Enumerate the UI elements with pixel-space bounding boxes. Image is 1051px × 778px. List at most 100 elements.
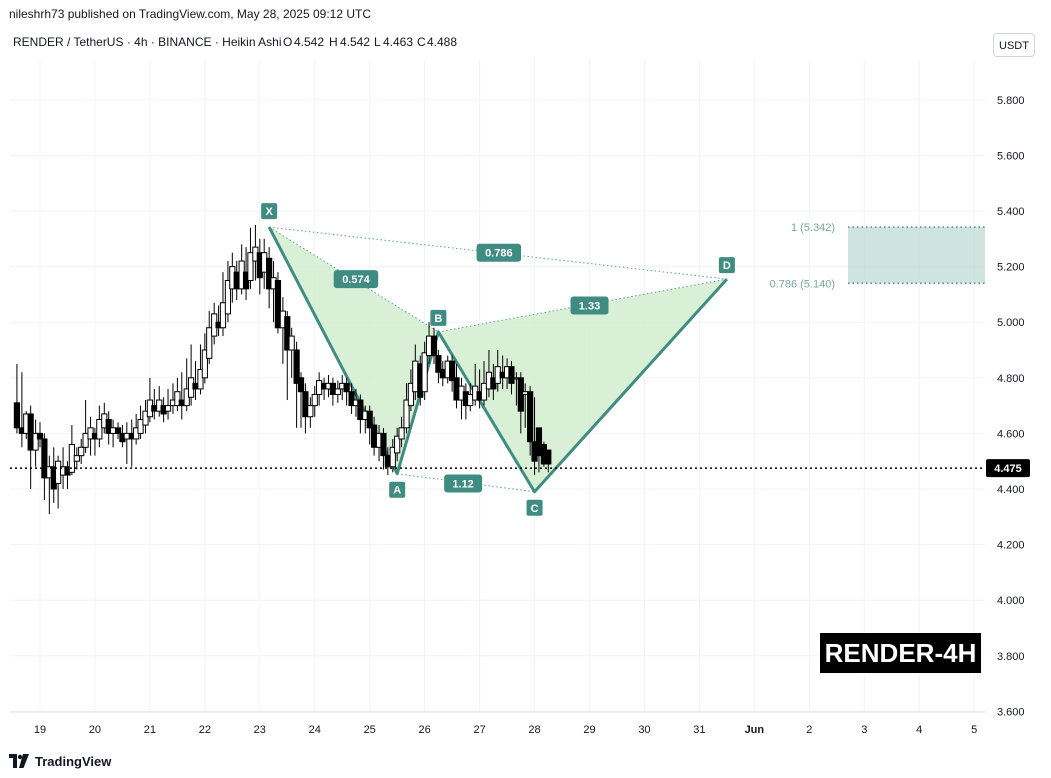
publisher-line: nileshrh73 published on TradingView.com,… [9, 7, 371, 21]
candle-body [151, 405, 158, 412]
candle-body [535, 427, 543, 457]
ohlc-low-label: L [374, 35, 381, 49]
candle-body [197, 368, 204, 390]
symbol-watermark: RENDER-4H [820, 633, 981, 673]
candle-body [178, 399, 185, 407]
time-tick-label: 2 [806, 724, 812, 736]
candle-body [348, 391, 355, 407]
price-axis[interactable]: 3.600 3.800 4.000 4.200 4.400 4.600 4.800 5.000… [997, 95, 1025, 719]
candle-body [293, 349, 300, 384]
candle-body [334, 388, 341, 395]
candle-body [32, 432, 39, 451]
candle-body [13, 402, 21, 429]
xab-triangle [269, 227, 439, 474]
time-tick-label: 19 [34, 724, 46, 736]
candle [380, 427, 387, 470]
candle [206, 311, 213, 364]
time-tick-label: 26 [419, 724, 431, 736]
symbol-legend: RENDER / TetherUS · 4h · BINANCE · Heiki… [13, 35, 457, 49]
candle-body [480, 382, 488, 401]
candle [398, 416, 405, 448]
candle [545, 449, 552, 473]
ohlc-high-label: H [329, 35, 338, 49]
candle-body [394, 435, 401, 454]
candle [343, 377, 350, 406]
candle [307, 397, 314, 428]
candle-body [247, 252, 254, 281]
ratio-label: 1.33 [579, 301, 600, 313]
target-zone-upper-label: 1 (5.342) [791, 222, 835, 234]
candle [297, 372, 305, 428]
pattern-point-label: X [265, 206, 273, 218]
candle [261, 238, 268, 289]
candle-body [284, 316, 291, 351]
candle-body [316, 380, 323, 395]
bcd-triangle [438, 279, 727, 492]
candle [508, 361, 515, 395]
candle-body [142, 410, 149, 426]
candle-body [467, 393, 474, 407]
time-tick-label: 30 [638, 724, 650, 736]
time-tick-label: 24 [309, 724, 321, 736]
ratio-label: 0.786 [485, 248, 513, 260]
tradingview-wordmark: TradingView [35, 753, 112, 769]
price-tick-label: 4.800 [997, 373, 1025, 385]
candle-body [407, 382, 415, 407]
price-tick-label: 5.400 [997, 206, 1025, 218]
candle-body [201, 349, 208, 379]
candle-body [384, 455, 391, 468]
pattern-point-badge [430, 309, 447, 326]
candle [197, 344, 204, 395]
bd-ratio-line [438, 278, 727, 333]
xb-ratio-line [268, 226, 439, 333]
current-price-value: 4.475 [994, 463, 1022, 475]
candle-body [55, 460, 62, 484]
pattern-point-badge [718, 257, 735, 274]
candle [430, 327, 438, 364]
time-tick-label: 27 [473, 724, 485, 736]
time-tick-label: 5 [971, 724, 977, 736]
candle [421, 341, 428, 401]
tradingview-brand[interactable]: TradingView [9, 752, 111, 770]
candle-body [435, 355, 442, 373]
candle [142, 400, 149, 434]
price-tick-label: 4.000 [997, 595, 1025, 607]
candle-body [123, 432, 130, 440]
candle [55, 455, 62, 509]
target-zone-box [848, 227, 985, 284]
candle [357, 394, 364, 434]
candle-body [224, 280, 232, 315]
ohlc-low: 4.463 [383, 35, 413, 49]
time-axis[interactable]: 19 20 21 22 23 24 25 26 27 28 29 30 31 Jun 2 3 4 5 [34, 724, 977, 736]
price-tick-label: 3.800 [997, 651, 1025, 663]
candle-body [114, 427, 122, 434]
candle [96, 405, 103, 448]
candle-body [297, 377, 305, 393]
price-tick-label: 4.400 [997, 484, 1025, 496]
chart-grid [10, 60, 985, 713]
candle-body [41, 438, 48, 479]
time-tick-label: 23 [254, 724, 266, 736]
candle-body [366, 410, 373, 429]
candle [274, 272, 282, 334]
currency-button[interactable]: USDT [993, 33, 1035, 57]
candle [266, 247, 273, 309]
candle [334, 380, 341, 403]
candle-body [430, 335, 438, 357]
price-tick-label: 5.800 [997, 95, 1025, 107]
candle-body [302, 391, 309, 418]
time-tick-label: 4 [916, 724, 922, 736]
candle-body [527, 391, 534, 443]
candle-body [425, 335, 433, 357]
pattern-point-label: B [434, 313, 442, 325]
candle-body [449, 360, 456, 382]
candle-body [508, 366, 515, 384]
candle [293, 341, 300, 428]
candle-body [403, 399, 410, 429]
candle-body [164, 405, 172, 412]
candle-body [389, 446, 396, 468]
candle [435, 350, 442, 384]
candle-body [311, 393, 318, 407]
current-price-tag [986, 459, 1030, 478]
